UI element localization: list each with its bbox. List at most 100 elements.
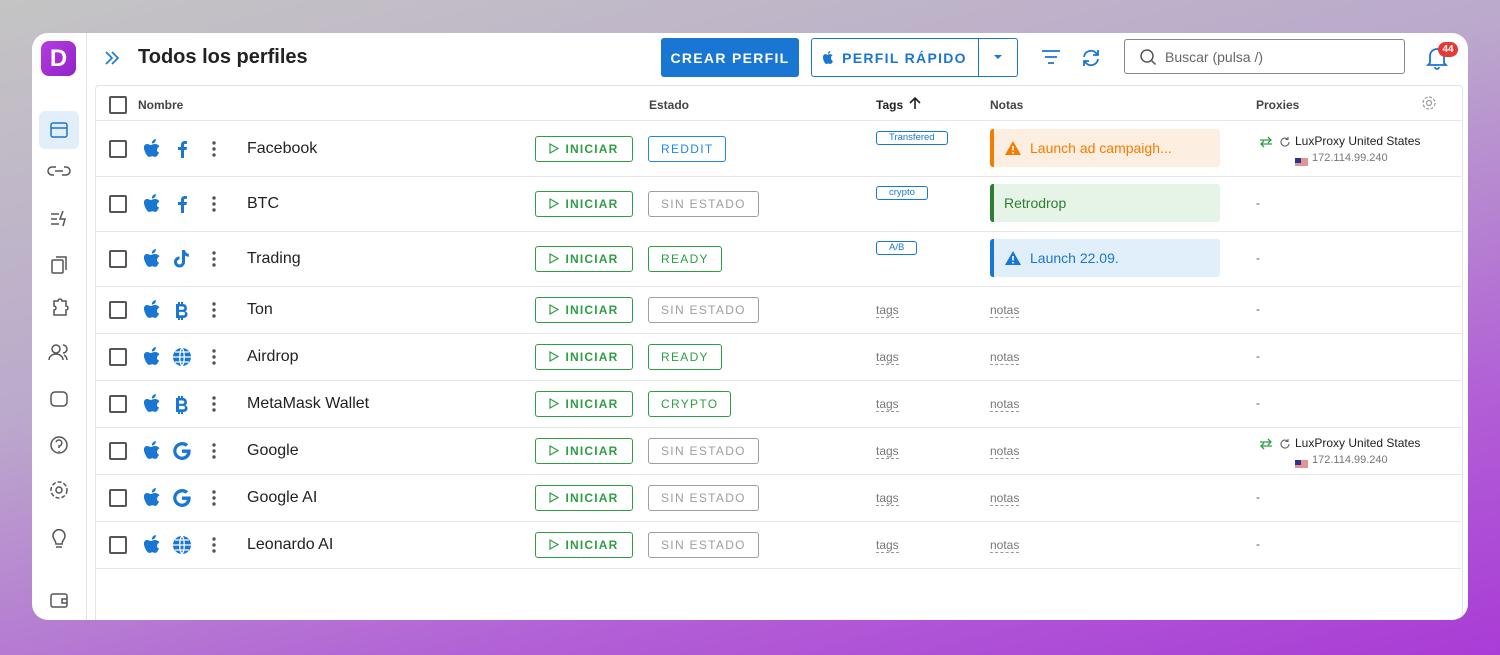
status-badge[interactable]: SIN ESTADO [648,190,759,217]
row-checkbox[interactable] [109,347,127,366]
note-icon [1005,141,1021,155]
row-menu-svg [212,442,216,459]
os-icon [143,193,163,214]
column-header[interactable]: Estado [649,98,690,112]
platform-icon-svg [178,195,187,213]
row-checkbox[interactable] [109,394,127,413]
select-all-checkbox[interactable] [109,96,127,114]
os-icon [143,393,163,414]
platform-icon-svg [176,395,188,414]
refresh-icon[interactable] [1080,47,1102,69]
note[interactable]: Retrodrop [990,184,1220,222]
proxy-switch[interactable] [1259,437,1273,449]
note-text: Launch 22.09. [1030,250,1119,266]
status-badge[interactable]: READY [648,245,722,272]
tags-placeholder[interactable]: tags [876,537,899,553]
row-menu[interactable] [210,140,218,158]
tag-chip[interactable]: crypto [876,186,928,200]
nav-active[interactable] [39,111,79,149]
status-badge[interactable]: SIN ESTADO [648,531,759,558]
row-menu[interactable] [210,348,218,366]
profile-name: Leonardo AI [247,535,334,553]
row-menu[interactable] [210,442,218,460]
start-button[interactable]: INICIAR [535,343,633,370]
settings-icon[interactable] [1421,95,1437,111]
notes-placeholder[interactable]: notas [990,349,1020,365]
column-header[interactable]: Notas [990,98,1024,112]
status-badge[interactable]: REDDIT [648,135,727,162]
start-button[interactable]: INICIAR [535,245,633,272]
status-badge[interactable]: SIN ESTADO [648,484,759,511]
status-badge[interactable]: SIN ESTADO [648,296,759,323]
row-menu[interactable] [210,395,218,413]
play-icon [549,253,560,264]
column-header[interactable]: Tags [876,98,904,112]
platform-icon-svg [173,488,191,507]
note[interactable]: Launch 22.09. [990,239,1220,277]
notes-placeholder[interactable]: notas [990,490,1020,506]
nav-icons[interactable] [32,111,86,611]
status-badge[interactable]: CRYPTO [648,390,732,417]
row-divider [96,568,1461,569]
row-divider [96,176,1461,177]
start-button[interactable]: INICIAR [535,135,633,162]
platform-icon-svg [173,441,191,460]
row-checkbox[interactable] [109,300,127,319]
platform-icon [171,299,193,321]
proxy-switch[interactable] [1259,135,1273,147]
column-header[interactable]: Proxies [1256,98,1300,112]
row-menu[interactable] [210,195,218,213]
row-menu[interactable] [210,250,218,268]
expand-icon[interactable] [102,49,122,67]
row-checkbox[interactable] [109,194,127,213]
start-button[interactable]: INICIAR [535,390,633,417]
row-divider [96,474,1461,475]
row-menu-svg [212,395,216,412]
row-menu[interactable] [210,536,218,554]
tags-placeholder[interactable]: tags [876,490,899,506]
start-button[interactable]: INICIAR [535,190,633,217]
row-menu[interactable] [210,301,218,319]
status-badge[interactable]: READY [648,343,722,370]
dropdown-arrow[interactable] [992,54,1004,62]
create-profile-button[interactable]: CREAR PERFIL [661,38,799,77]
notes-placeholder[interactable]: notas [990,396,1020,412]
row-checkbox[interactable] [109,441,127,460]
notes-placeholder[interactable]: notas [990,443,1020,459]
platform-icon [171,346,193,368]
notes-placeholder[interactable]: notas [990,302,1020,318]
tag-chip[interactable]: Transfered [876,131,948,145]
proxy-refresh[interactable] [1279,437,1291,449]
column-header[interactable]: Nombre [138,98,184,112]
search-box[interactable]: Buscar (pulsa /) [1124,39,1405,74]
flag-us-svg [1295,157,1308,167]
logo[interactable]: D [41,41,76,76]
note[interactable]: Launch ad campaigh... [990,129,1220,167]
start-button[interactable]: INICIAR [535,531,633,558]
tags-placeholder[interactable]: tags [876,396,899,412]
os-icon-svg [143,138,160,157]
status-badge[interactable]: SIN ESTADO [648,437,759,464]
start-label: INICIAR [565,251,619,266]
start-label: INICIAR [565,490,619,505]
row-checkbox[interactable] [109,488,127,507]
start-button[interactable]: INICIAR [535,484,633,511]
proxy-refresh[interactable] [1279,135,1291,147]
start-button[interactable]: INICIAR [535,296,633,323]
tag-chip[interactable]: A/B [876,241,918,255]
tags-placeholder[interactable]: tags [876,302,899,318]
sort-arrow[interactable] [908,96,922,110]
start-button[interactable]: INICIAR [535,437,633,464]
row-checkbox[interactable] [109,139,127,158]
app-window: D Todos los perfiles CREAR PERFIL PERFIL… [32,33,1468,620]
page-title: Todos los perfiles [138,46,308,68]
tags-placeholder[interactable]: tags [876,443,899,459]
tags-placeholder[interactable]: tags [876,349,899,365]
filter-icon[interactable] [1040,48,1062,66]
row-checkbox[interactable] [109,249,127,268]
notes-placeholder[interactable]: notas [990,537,1020,553]
row-menu-svg [212,536,216,553]
row-menu[interactable] [210,489,218,507]
row-checkbox[interactable] [109,535,127,554]
quick-profile-button[interactable]: PERFIL RÁPIDO [812,39,979,76]
